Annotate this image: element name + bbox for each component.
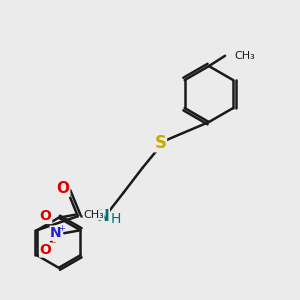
Text: O: O [40,209,52,224]
Text: CH₃: CH₃ [83,210,104,220]
Text: CH₃: CH₃ [235,51,255,61]
Text: N: N [97,209,109,224]
Text: +: + [58,224,65,233]
Text: O: O [57,182,70,196]
Text: ⁻: ⁻ [50,240,56,250]
Text: H: H [110,212,121,226]
Text: N: N [50,226,62,240]
Text: S: S [154,134,166,152]
Text: O: O [40,243,52,257]
